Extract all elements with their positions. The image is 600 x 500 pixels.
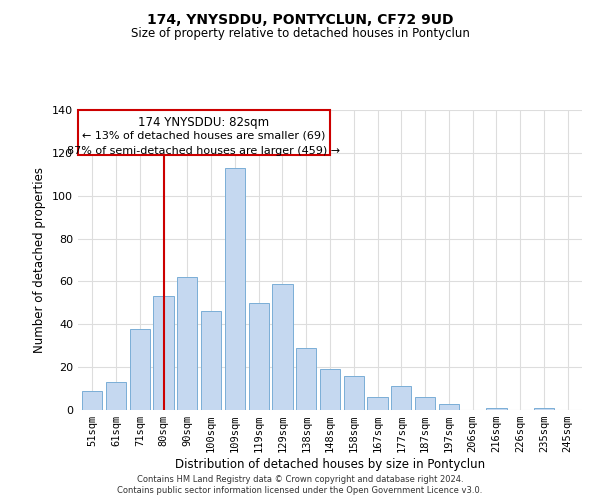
Bar xyxy=(177,277,197,410)
Bar xyxy=(296,348,316,410)
Bar xyxy=(487,408,506,410)
Bar xyxy=(272,284,293,410)
Text: Size of property relative to detached houses in Pontyclun: Size of property relative to detached ho… xyxy=(131,28,469,40)
Bar xyxy=(82,390,103,410)
Bar xyxy=(225,168,245,410)
X-axis label: Distribution of detached houses by size in Pontyclun: Distribution of detached houses by size … xyxy=(175,458,485,471)
Text: 174 YNYSDDU: 82sqm: 174 YNYSDDU: 82sqm xyxy=(139,116,269,129)
Text: Contains HM Land Registry data © Crown copyright and database right 2024.: Contains HM Land Registry data © Crown c… xyxy=(137,475,463,484)
Bar xyxy=(106,382,126,410)
Bar xyxy=(320,370,340,410)
FancyBboxPatch shape xyxy=(78,110,330,155)
Bar xyxy=(154,296,173,410)
Text: ← 13% of detached houses are smaller (69): ← 13% of detached houses are smaller (69… xyxy=(82,131,326,141)
Bar xyxy=(439,404,459,410)
Bar xyxy=(344,376,364,410)
Bar xyxy=(367,397,388,410)
Bar xyxy=(201,312,221,410)
Y-axis label: Number of detached properties: Number of detached properties xyxy=(34,167,46,353)
Bar xyxy=(534,408,554,410)
Bar xyxy=(391,386,412,410)
Bar xyxy=(415,397,435,410)
Text: 174, YNYSDDU, PONTYCLUN, CF72 9UD: 174, YNYSDDU, PONTYCLUN, CF72 9UD xyxy=(147,12,453,26)
Bar xyxy=(248,303,269,410)
Bar xyxy=(130,328,150,410)
Text: 87% of semi-detached houses are larger (459) →: 87% of semi-detached houses are larger (… xyxy=(67,146,341,156)
Text: Contains public sector information licensed under the Open Government Licence v3: Contains public sector information licen… xyxy=(118,486,482,495)
